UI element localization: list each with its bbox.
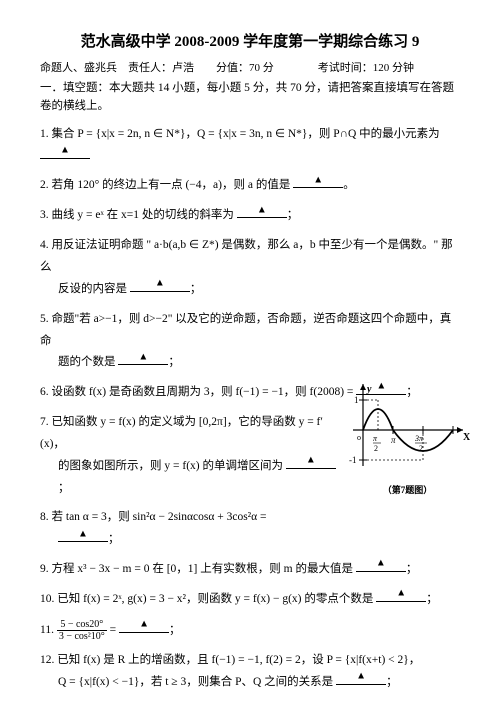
q7a-text: 7. 已知函数 y = f(x) 的定义域为 [0,2π]，它的导函数 y = … [40,416,323,450]
tick-3pi2-n: 3π [414,434,424,443]
triangle-icon: ▲ [396,584,406,603]
fig-caption: （第7题图） [345,482,470,499]
blank: ▲ [237,206,287,219]
axis-y-label: y [366,384,372,395]
fraction: 5 − cos20° 3 − cos²10° [57,619,107,642]
frac-num: 5 − cos20° [57,619,107,631]
tick-m1: -1 [349,455,357,465]
triangle-icon: ▲ [376,554,386,573]
triangle-icon: ▲ [306,451,316,470]
tick-pi2-n: π [373,434,378,443]
q9-text: 9. 方程 x³ − 3x − m = 0 在 [0，1] 上有实数根，则 m … [40,563,353,575]
blank: ▲ [356,560,406,573]
question-6-7-block: 6. 设函数 f(x) 是奇函数且周期为 3，则 f(−1) = −1，则 f(… [40,382,460,499]
question-9: 9. 方程 x³ − 3x − m = 0 在 [0，1] 上有实数根，则 m … [40,559,460,581]
blank: ▲ [119,620,169,633]
page-title: 范水高级中学 2008-2009 学年度第一学期综合练习 9 [40,30,460,51]
origin-o: o [357,433,361,442]
triangle-icon: ▲ [356,667,366,686]
tick-1: 1 [354,395,359,405]
blank: ▲ [293,176,343,189]
q8-text: 8. 若 tan α = 3，则 sin²α − 2sinαcosα + 3co… [40,511,267,523]
q5a-text: 5. 命题"若 a>−1，则 d>−2" 以及它的逆命题，否命题，逆否命题这四个… [40,313,451,347]
question-5: 5. 命题"若 a>−1，则 d>−2" 以及它的逆命题，否命题，逆否命题这四个… [40,309,460,375]
question-11: 11. 5 − cos20° 3 − cos²10° = ▲； [40,619,460,642]
q5b-text: 题的个数是 [58,356,116,368]
question-10: 10. 已知 f(x) = 2ˣ, g(x) = 3 − x²，则函数 y = … [40,589,460,611]
q11-num: 11. [40,624,57,636]
q10-text: 10. 已知 f(x) = 2ˣ, g(x) = 3 − x²，则函数 y = … [40,593,373,605]
q4b-text: 反设的内容是 [58,283,127,295]
blank: ▲ [286,456,336,469]
blank: ▲ [118,353,168,366]
blank: ▲ [40,146,90,159]
question-4: 4. 用反证法证明命题 " a·b(a,b ∈ Z*) 是偶数，那么 a，b 中… [40,235,460,301]
q6-text: 6. 设函数 f(x) 是奇函数且周期为 3，则 f(−1) = −1，则 f(… [40,386,353,398]
blank: ▲ [376,589,426,602]
tick-pi: π [391,435,396,445]
q7b-text: 的图象如图所示，则 y = f(x) 的单调增区间为 [58,460,283,472]
triangle-icon: ▲ [257,200,267,219]
q4a-text: 4. 用反证法证明命题 " a·b(a,b ∈ Z*) 是偶数，那么 a，b 中… [40,239,453,273]
q3-text: 3. 曲线 y = eˣ 在 x=1 处的切线的斜率为 [40,209,234,221]
triangle-icon: ▲ [155,274,165,293]
axis-x-label: X [463,432,470,443]
section-1-head: 一．填空题：本大题共 14 小题，每小题 5 分，共 70 分，请把答案直接填写… [40,79,460,116]
question-3: 3. 曲线 y = eˣ 在 x=1 处的切线的斜率为 ▲； [40,205,460,227]
q2-text: 2. 若角 120° 的终边上有一点 (−4，a)，则 a 的值是 [40,179,290,191]
q1-text: 1. 集合 P = {x|x = 2n, n ∈ N*}，Q = {x|x = … [40,128,440,140]
meta-line: 命题人、盛兆兵 责任人：卢浩 分值：70 分 考试时间：120 分钟 [40,59,460,75]
q12a-text: 12. 已知 f(x) 是 R 上的增函数，且 f(−1) = −1, f(2)… [40,654,420,666]
triangle-icon: ▲ [78,524,88,543]
tick-3pi2-d: 2 [419,444,423,453]
blank: ▲ [130,279,190,292]
question-8: 8. 若 tan α = 3，则 sin²α − 2sinαcosα + 3co… [40,507,460,551]
question-12: 12. 已知 f(x) 是 R 上的增函数，且 f(−1) = −1, f(2)… [40,650,460,694]
blank: ▲ [58,530,108,543]
blank: ▲ [336,672,386,685]
triangle-icon: ▲ [138,347,148,366]
tick-pi2-d: 2 [374,444,378,453]
question-2: 2. 若角 120° 的终边上有一点 (−4，a)，则 a 的值是 ▲。 [40,175,460,197]
question-1: 1. 集合 P = {x|x = 2n, n ∈ N*}，Q = {x|x = … [40,124,460,168]
q12b-text: Q = {x|f(x) < −1}，若 t ≥ 3，则集合 P、Q 之间的关系是 [58,676,333,688]
figure-7: y X 1 -1 π 2 π 3π 2 o （第7题图） [345,378,470,499]
triangle-icon: ▲ [139,615,149,634]
triangle-icon: ▲ [313,170,323,189]
triangle-icon: ▲ [60,140,70,159]
frac-den: 3 − cos²10° [57,631,107,642]
